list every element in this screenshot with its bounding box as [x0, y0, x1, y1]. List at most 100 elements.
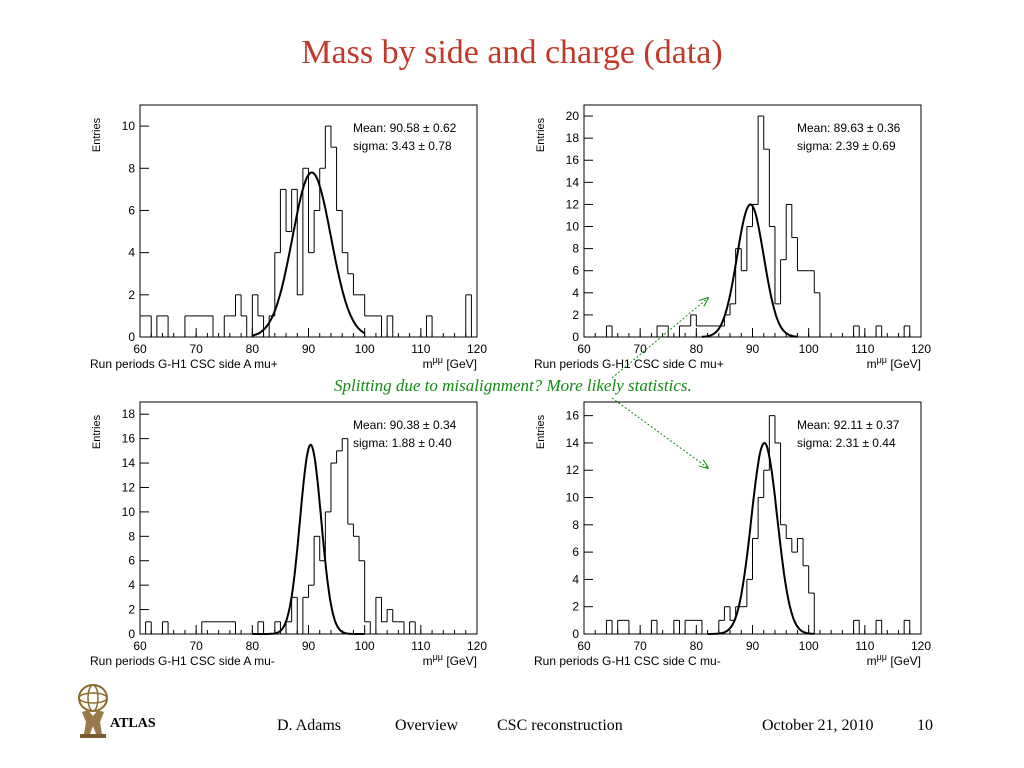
y-tick-label: 16 [566, 409, 580, 423]
x-tick-label: 80 [246, 342, 260, 356]
plot-caption: Run periods G-H1 CSC side C mu- [534, 654, 721, 668]
y-tick-label: 6 [128, 554, 135, 568]
x-tick-label: 70 [633, 342, 647, 356]
y-tick-label: 0 [128, 627, 135, 641]
chart-panel-side-c-mu-minus: 60 70 80 90 100 110 120 0 2 4 6 8 10 12 14 16 Entries mμμ… [530, 397, 960, 675]
x-tick-label: 80 [246, 639, 260, 653]
x-tick-label: 80 [690, 639, 704, 653]
chart-panel-side-c-mu-plus: 60 70 80 90 100 110 120 0 2 4 6 8 10 12 14 16 18 20 Entrie… [530, 100, 960, 378]
x-tick-label: 120 [911, 639, 931, 653]
y-tick-label: 4 [572, 286, 579, 300]
y-tick-label: 12 [122, 480, 136, 494]
x-tick-label: 90 [746, 342, 760, 356]
x-tick-label: 60 [577, 342, 591, 356]
x-tick-label: 120 [467, 342, 487, 356]
annotation-arrow-up [611, 298, 708, 379]
atlas-logo [78, 684, 108, 738]
fit-curve [707, 441, 815, 635]
fit-stats: Mean: 92.11 ± 0.37 [797, 418, 900, 432]
y-tick-label: 2 [128, 603, 135, 617]
fit-stats: sigma: 1.88 ± 0.40 [353, 436, 452, 450]
y-tick-label: 18 [122, 407, 136, 421]
y-tick-label: 0 [128, 330, 135, 344]
y-tick-label: 10 [122, 119, 136, 133]
histogram-side-c-mu-minus: 60 70 80 90 100 110 120 0 2 4 6 8 10 12 14 16 Entries mμμ… [534, 401, 931, 668]
annotation-arrow-down [611, 397, 708, 468]
slide-title: Mass by side and charge (data) [301, 34, 723, 71]
x-tick-label: 70 [189, 342, 203, 356]
y-tick-label: 10 [566, 220, 580, 234]
y-tick-label: 8 [572, 242, 579, 256]
y-tick-label: 4 [572, 572, 579, 586]
x-axis-label: mμμ [GeV] [867, 355, 921, 371]
fit-stats: sigma: 2.31 ± 0.44 [797, 436, 896, 450]
histogram-side-c-mu-plus: 60 70 80 90 100 110 120 0 2 4 6 8 10 12 14 16 18 20 Entrie… [534, 104, 931, 371]
x-tick-label: 110 [411, 342, 430, 356]
fit-stats: Mean: 90.58 ± 0.62 [353, 121, 457, 135]
y-tick-label: 18 [566, 131, 580, 145]
x-tick-label: 110 [855, 639, 874, 653]
y-tick-label: 6 [572, 545, 579, 559]
y-tick-label: 6 [572, 264, 579, 278]
y-tick-label: 6 [128, 203, 135, 217]
footer-page-number: 10 [917, 717, 933, 734]
y-tick-label: 4 [128, 578, 135, 592]
y-tick-label: 8 [128, 161, 135, 175]
y-tick-label: 12 [566, 463, 580, 477]
y-tick-label: 14 [122, 456, 136, 470]
x-tick-label: 80 [690, 342, 704, 356]
fit-stats: Mean: 89.63 ± 0.36 [797, 121, 901, 135]
x-tick-label: 60 [133, 342, 147, 356]
y-tick-label: 2 [572, 600, 579, 614]
x-tick-label: 90 [746, 639, 760, 653]
y-tick-label: 10 [566, 491, 580, 505]
x-tick-label: 70 [633, 639, 647, 653]
y-tick-label: 14 [566, 436, 580, 450]
x-tick-label: 90 [302, 639, 316, 653]
fit-stats: sigma: 3.43 ± 0.78 [353, 139, 452, 153]
fit-stats: Mean: 90.38 ± 0.34 [353, 418, 457, 432]
x-tick-label: 100 [799, 639, 819, 653]
fit-curve [701, 203, 798, 338]
y-tick-label: 2 [128, 288, 135, 302]
y-axis-label: Entries [535, 414, 547, 449]
y-tick-label: 8 [128, 529, 135, 543]
x-tick-label: 60 [133, 639, 147, 653]
histogram-side-a-mu-plus: 60 70 80 90 100 110 120 0 2 4 6 8 10 Entries mμμ [GeV]… [90, 104, 487, 371]
x-axis-label: mμμ [GeV] [423, 652, 477, 668]
y-axis-label: Entries [535, 117, 547, 152]
x-tick-label: 90 [302, 342, 316, 356]
y-tick-label: 8 [572, 518, 579, 532]
plot-caption: Run periods G-H1 CSC side A mu+ [90, 357, 278, 371]
x-tick-label: 110 [855, 342, 874, 356]
annotation-text: Splitting due to misalignment? More like… [334, 376, 692, 395]
chart-panel-side-a-mu-plus: 60 70 80 90 100 110 120 0 2 4 6 8 10 Entries mμμ [GeV]… [86, 100, 516, 378]
fit-stats: sigma: 2.39 ± 0.69 [797, 139, 896, 153]
fit-curve [252, 171, 366, 337]
x-axis-label: mμμ [GeV] [867, 652, 921, 668]
chart-panel-side-a-mu-minus: 60 70 80 90 100 110 120 0 2 4 6 8 10 12 14 16 18 Entries m… [86, 397, 516, 675]
x-tick-label: 120 [911, 342, 931, 356]
x-tick-label: 100 [799, 342, 819, 356]
y-tick-label: 0 [572, 330, 579, 344]
logo-text: ATLAS [110, 716, 156, 731]
y-axis-label: Entries [91, 414, 103, 449]
plot-caption: Run periods G-H1 CSC side A mu- [90, 654, 275, 668]
footer-section: Overview [395, 717, 459, 734]
footer-date: October 21, 2010 [762, 717, 874, 734]
x-tick-label: 100 [355, 639, 375, 653]
x-tick-label: 110 [411, 639, 430, 653]
footer-topic: CSC reconstruction [497, 717, 623, 734]
y-axis-label: Entries [91, 117, 103, 152]
y-tick-label: 2 [572, 308, 579, 322]
y-tick-label: 10 [122, 505, 136, 519]
x-tick-label: 60 [577, 639, 591, 653]
fit-curve [252, 443, 365, 635]
x-tick-label: 100 [355, 342, 375, 356]
histogram-side-a-mu-minus: 60 70 80 90 100 110 120 0 2 4 6 8 10 12 14 16 18 Entries m… [90, 401, 487, 668]
y-tick-label: 16 [566, 153, 580, 167]
y-tick-label: 16 [122, 432, 136, 446]
y-tick-label: 12 [566, 197, 580, 211]
y-tick-label: 0 [572, 627, 579, 641]
